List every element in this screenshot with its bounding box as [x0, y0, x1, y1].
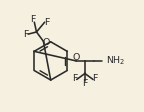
Text: O: O: [42, 38, 50, 47]
Text: F: F: [92, 74, 98, 83]
Text: O: O: [72, 53, 80, 62]
Text: F: F: [72, 74, 77, 83]
Text: NH$_2$: NH$_2$: [106, 55, 126, 67]
Text: F: F: [23, 30, 28, 39]
Text: F: F: [31, 15, 36, 24]
Text: F: F: [82, 79, 88, 88]
Text: F: F: [44, 18, 50, 27]
